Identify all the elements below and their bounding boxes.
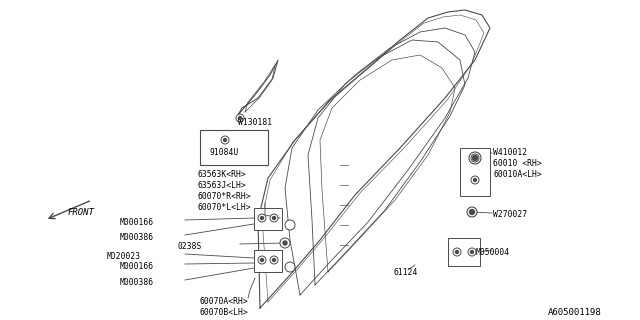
Bar <box>254 250 282 272</box>
Circle shape <box>273 217 275 220</box>
Text: 60010A<LH>: 60010A<LH> <box>493 170 541 179</box>
Text: 60070*R<RH>: 60070*R<RH> <box>198 192 252 201</box>
Text: W410012: W410012 <box>493 148 527 157</box>
Text: M000166: M000166 <box>120 262 154 271</box>
Circle shape <box>260 259 264 261</box>
Circle shape <box>273 259 275 261</box>
Text: 0238S: 0238S <box>178 242 202 251</box>
Circle shape <box>236 114 244 122</box>
Bar <box>460 148 490 196</box>
Bar <box>254 208 282 230</box>
Text: W130181: W130181 <box>238 118 272 127</box>
Circle shape <box>285 220 295 230</box>
Circle shape <box>456 251 458 253</box>
Circle shape <box>258 214 266 222</box>
Text: 61124: 61124 <box>393 268 417 277</box>
Circle shape <box>239 116 241 119</box>
Circle shape <box>285 262 295 272</box>
Circle shape <box>260 217 264 220</box>
Text: M000166: M000166 <box>120 218 154 227</box>
Circle shape <box>453 248 461 256</box>
Text: M050004: M050004 <box>476 248 510 257</box>
Text: FRONT: FRONT <box>68 208 95 217</box>
Text: W270027: W270027 <box>493 210 527 219</box>
Circle shape <box>474 156 477 159</box>
Circle shape <box>270 214 278 222</box>
Text: 60070A<RH>: 60070A<RH> <box>200 297 249 306</box>
Text: A605001198: A605001198 <box>548 308 602 317</box>
Circle shape <box>471 176 479 184</box>
Circle shape <box>283 241 287 245</box>
Text: MD20023: MD20023 <box>107 252 141 261</box>
Text: M000386: M000386 <box>120 278 154 287</box>
Circle shape <box>472 156 477 161</box>
Text: 60010 <RH>: 60010 <RH> <box>493 159 541 168</box>
Circle shape <box>221 136 229 144</box>
Circle shape <box>469 152 481 164</box>
Bar <box>200 130 268 165</box>
Circle shape <box>467 207 477 217</box>
Text: 63563K<RH>: 63563K<RH> <box>198 170 247 179</box>
Circle shape <box>470 210 474 214</box>
Circle shape <box>470 251 474 253</box>
Circle shape <box>223 139 227 141</box>
Text: 91084U: 91084U <box>210 148 239 157</box>
Text: 60070B<LH>: 60070B<LH> <box>200 308 249 317</box>
Circle shape <box>270 256 278 264</box>
Text: M000386: M000386 <box>120 233 154 242</box>
Bar <box>448 238 480 266</box>
Text: 63563J<LH>: 63563J<LH> <box>198 181 247 190</box>
Text: 60070*L<LH>: 60070*L<LH> <box>198 203 252 212</box>
Circle shape <box>468 248 476 256</box>
Circle shape <box>474 179 477 181</box>
Circle shape <box>280 238 290 248</box>
Circle shape <box>258 256 266 264</box>
Circle shape <box>471 154 479 162</box>
